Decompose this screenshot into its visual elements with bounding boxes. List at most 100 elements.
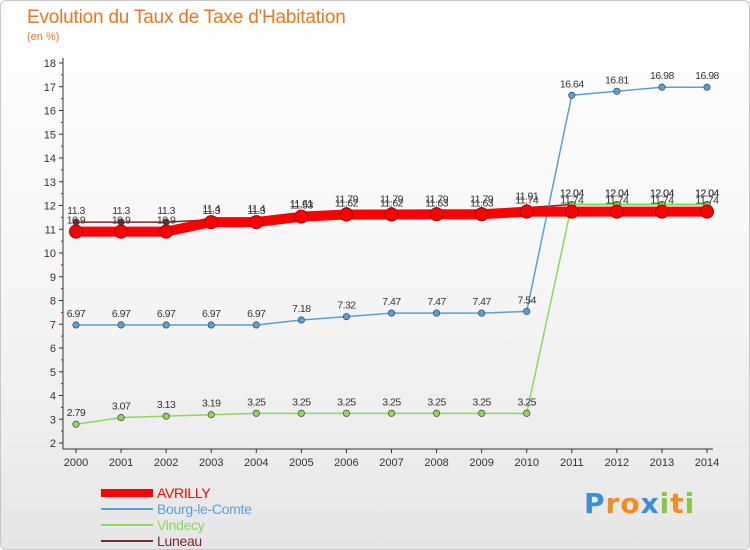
data-point xyxy=(474,207,489,222)
data-label: 3.07 xyxy=(112,401,131,413)
legend-label: Vindecy xyxy=(157,517,205,533)
data-label: 11.74 xyxy=(650,195,674,207)
data-point xyxy=(658,83,666,91)
data-point xyxy=(342,409,350,417)
legend-label: Bourg-le-Comte xyxy=(157,501,252,517)
x-tick-label: 2000 xyxy=(64,457,88,469)
y-tick-label: 8 xyxy=(50,296,56,308)
data-point xyxy=(162,321,170,329)
legend-swatch xyxy=(101,508,153,510)
legend-label: Luneau xyxy=(157,533,202,549)
y-tick-label: 18 xyxy=(44,58,56,70)
data-point xyxy=(204,215,219,230)
x-tick-label: 2013 xyxy=(650,457,674,469)
logo-letter: x xyxy=(640,487,660,520)
data-label: 11.62 xyxy=(380,198,404,210)
data-label: 10.9 xyxy=(67,215,86,227)
data-point xyxy=(564,204,579,219)
data-label: 3.19 xyxy=(202,398,221,410)
legend-swatch xyxy=(101,524,153,526)
logo-letter: t xyxy=(670,487,685,520)
data-label: 10.9 xyxy=(157,215,176,227)
y-axis-unit-label: (en %) xyxy=(27,31,60,43)
data-label: 3.25 xyxy=(472,396,491,408)
data-label: 6.97 xyxy=(112,308,131,320)
data-label: 11.74 xyxy=(605,195,629,207)
data-label: 12.04 xyxy=(650,188,674,200)
x-tick-label: 2011 xyxy=(560,457,584,469)
data-label: 11.79 xyxy=(335,193,359,205)
y-tick-label: 12 xyxy=(44,201,56,213)
data-label: 16.98 xyxy=(695,70,719,82)
x-tick-label: 2005 xyxy=(289,457,313,469)
y-tick-label: 6 xyxy=(50,343,56,355)
x-tick-label: 2007 xyxy=(379,457,403,469)
logo-letter: i xyxy=(684,487,696,520)
data-label: 11.3 xyxy=(112,205,130,217)
data-label: 7.18 xyxy=(292,303,311,315)
y-tick-label: 11 xyxy=(45,224,56,236)
data-point xyxy=(114,224,129,239)
data-point xyxy=(700,204,714,219)
data-point xyxy=(72,420,80,428)
data-label: 3.25 xyxy=(337,396,356,408)
data-label: 16.98 xyxy=(650,70,674,82)
data-point xyxy=(523,307,531,315)
data-label: 3.25 xyxy=(292,396,311,408)
data-label: 11.53 xyxy=(290,200,314,212)
data-label: 12.04 xyxy=(560,188,584,200)
data-label: 11.74 xyxy=(560,195,584,207)
y-tick-label: 7 xyxy=(50,319,56,331)
data-label: 11.74 xyxy=(515,195,539,207)
data-point xyxy=(159,224,174,239)
legend-swatch xyxy=(101,540,153,542)
x-tick-label: 2010 xyxy=(514,457,538,469)
data-label: 6.97 xyxy=(202,308,221,320)
data-label: 6.97 xyxy=(247,308,266,320)
data-point xyxy=(478,409,486,417)
data-label: 7.47 xyxy=(472,296,491,308)
data-label: 3.25 xyxy=(382,396,401,408)
y-tick-label: 2 xyxy=(50,438,56,450)
data-point xyxy=(609,204,624,219)
y-tick-label: 15 xyxy=(44,129,56,141)
x-tick-label: 2006 xyxy=(334,457,358,469)
data-label: 12.04 xyxy=(650,188,674,200)
data-point xyxy=(342,313,350,321)
y-tick-label: 10 xyxy=(44,248,56,260)
data-label: 7.47 xyxy=(427,296,446,308)
y-tick-label: 13 xyxy=(44,177,56,189)
x-tick-label: 2014 xyxy=(695,457,719,469)
data-label: 11.3 xyxy=(202,205,220,217)
data-point xyxy=(654,204,669,219)
data-point xyxy=(523,409,531,417)
data-label: 11.74 xyxy=(696,195,720,207)
data-point xyxy=(252,321,260,329)
data-point xyxy=(384,207,399,222)
data-label: 11.79 xyxy=(470,193,494,205)
data-label: 12.04 xyxy=(605,188,629,200)
data-label: 3.25 xyxy=(517,396,536,408)
data-point xyxy=(433,309,441,317)
data-label: 11.79 xyxy=(380,193,404,205)
data-point xyxy=(207,411,215,419)
data-point xyxy=(207,321,215,329)
y-tick-label: 16 xyxy=(44,106,56,118)
data-point xyxy=(162,412,170,420)
data-point xyxy=(69,224,83,239)
data-point xyxy=(294,209,309,224)
x-tick-label: 2008 xyxy=(424,457,448,469)
data-point xyxy=(117,321,125,329)
data-label: 7.54 xyxy=(517,294,536,306)
logo-letter: P xyxy=(584,487,606,520)
data-label: 12.04 xyxy=(695,188,719,200)
data-label: 6.97 xyxy=(157,308,176,320)
data-point xyxy=(478,309,486,317)
data-point xyxy=(252,409,260,417)
data-point xyxy=(339,207,354,222)
data-point xyxy=(703,83,711,91)
data-label: 11.61 xyxy=(290,198,314,210)
data-label: 11.91 xyxy=(515,191,539,203)
legend-swatch xyxy=(101,489,153,497)
